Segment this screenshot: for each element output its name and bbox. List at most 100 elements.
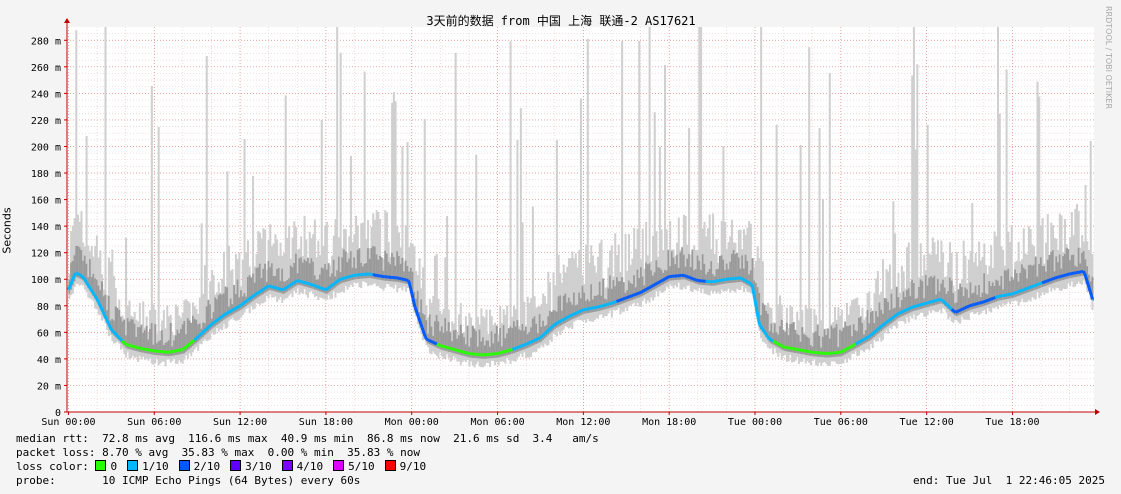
smoke-band-dark	[430, 326, 433, 346]
median-segment	[871, 331, 875, 335]
smoke-band-dark	[1051, 250, 1054, 284]
smoke-band-light	[434, 255, 437, 354]
median-segment	[967, 304, 970, 308]
median-segment	[265, 285, 269, 289]
median-segment	[183, 346, 187, 350]
smoke-band-light	[288, 225, 291, 296]
smoke-band-dark	[593, 295, 596, 312]
smoke-band-dark	[895, 286, 898, 320]
median-segment	[196, 334, 200, 339]
smoke-band-light	[526, 296, 529, 358]
median-segment	[201, 330, 205, 334]
median-segment	[566, 315, 570, 319]
smoke-band-dark	[948, 277, 951, 311]
smoke-band-light	[914, 149, 917, 320]
smoke-band-light	[590, 245, 593, 322]
median-segment	[869, 333, 873, 337]
smoke-band-dark	[185, 334, 188, 352]
smoke-band-dark	[835, 324, 838, 357]
smoke-band-light	[360, 223, 363, 289]
smoke-band-light	[394, 101, 397, 285]
smoke-band-dark	[588, 301, 591, 313]
median-segment	[866, 335, 870, 339]
median-segment	[244, 299, 248, 303]
smoke-band-dark	[629, 282, 632, 301]
median-segment	[646, 286, 650, 291]
median-segment	[560, 318, 564, 322]
smoke-band-dark	[801, 327, 804, 355]
median-segment	[946, 303, 950, 308]
smoke-band-dark	[518, 329, 521, 352]
smoke-band-light	[519, 108, 522, 354]
median-segment	[336, 279, 340, 283]
median-segment	[428, 338, 431, 343]
smoke-band-dark	[799, 341, 802, 354]
median-segment	[431, 340, 435, 344]
median-segment	[844, 347, 848, 352]
smoke-band-dark	[463, 337, 466, 356]
smoke-band-dark	[138, 327, 141, 352]
median-segment	[105, 320, 110, 325]
smoke-band-dark	[425, 320, 428, 342]
smoke-band-dark	[92, 273, 95, 296]
smoke-band-dark	[684, 266, 687, 280]
median-segment	[761, 328, 766, 333]
smoke-band-light	[658, 146, 661, 291]
smoke-band-light	[537, 306, 540, 349]
smoke-band-dark	[315, 279, 318, 291]
median-segment	[881, 323, 885, 327]
smoke-band-light	[947, 262, 950, 320]
smoke-band-dark	[461, 333, 464, 356]
median-segment	[421, 330, 426, 335]
smoke-band-dark	[681, 247, 684, 280]
smoke-band-dark	[701, 254, 704, 285]
y-tick-label: 80 m	[37, 302, 61, 313]
smoke-band-dark	[924, 275, 927, 308]
median-segment	[856, 341, 859, 345]
smoke-band-dark	[1077, 247, 1080, 277]
smoke-band-dark	[303, 259, 306, 287]
smoke-band-light	[222, 251, 225, 325]
median-segment	[227, 310, 231, 314]
smoke-band-dark	[363, 263, 366, 279]
median-segment	[212, 320, 216, 324]
median-segment	[218, 316, 222, 320]
smoke-band-dark	[749, 270, 752, 288]
smoke-band-light	[972, 262, 976, 314]
smoke-band-dark	[82, 260, 85, 281]
smoke-band-light	[955, 252, 958, 321]
smoke-band-light	[435, 253, 438, 356]
smoke-band-dark	[804, 335, 807, 355]
smoke-band-dark	[947, 291, 950, 309]
median-segment	[191, 339, 195, 344]
smoke-band-light	[272, 243, 275, 298]
smoke-band-dark	[1033, 264, 1036, 291]
smoke-band-dark	[499, 327, 502, 358]
smoke-band-light	[981, 256, 984, 312]
smoke-band-dark	[679, 252, 682, 280]
median-segment	[82, 276, 86, 281]
smoke-band-light	[899, 292, 902, 322]
loss-color-swatch	[281, 460, 293, 471]
smoke-band-light	[95, 235, 98, 310]
median-segment	[293, 280, 296, 285]
median-segment	[559, 319, 563, 323]
smoke-band-dark	[456, 338, 459, 355]
smoke-band-dark	[264, 263, 267, 293]
median-segment	[189, 340, 193, 345]
smoke-band-light	[760, 27, 763, 338]
median-segment	[94, 296, 99, 300]
smoke-band-dark	[523, 330, 526, 350]
x-tick-label: Mon 18:00	[642, 417, 696, 428]
median-segment	[435, 342, 438, 346]
median-segment	[545, 329, 549, 333]
smoke-band-dark	[1039, 257, 1042, 288]
median-segment	[573, 312, 576, 316]
smoke-band-light	[1026, 254, 1029, 302]
median-segment	[1086, 283, 1091, 289]
smoke-band-light	[1045, 242, 1048, 293]
median-segment	[187, 342, 191, 346]
smoke-band-dark	[796, 333, 799, 354]
median-segment	[558, 319, 562, 324]
smoke-band-dark	[971, 293, 974, 310]
